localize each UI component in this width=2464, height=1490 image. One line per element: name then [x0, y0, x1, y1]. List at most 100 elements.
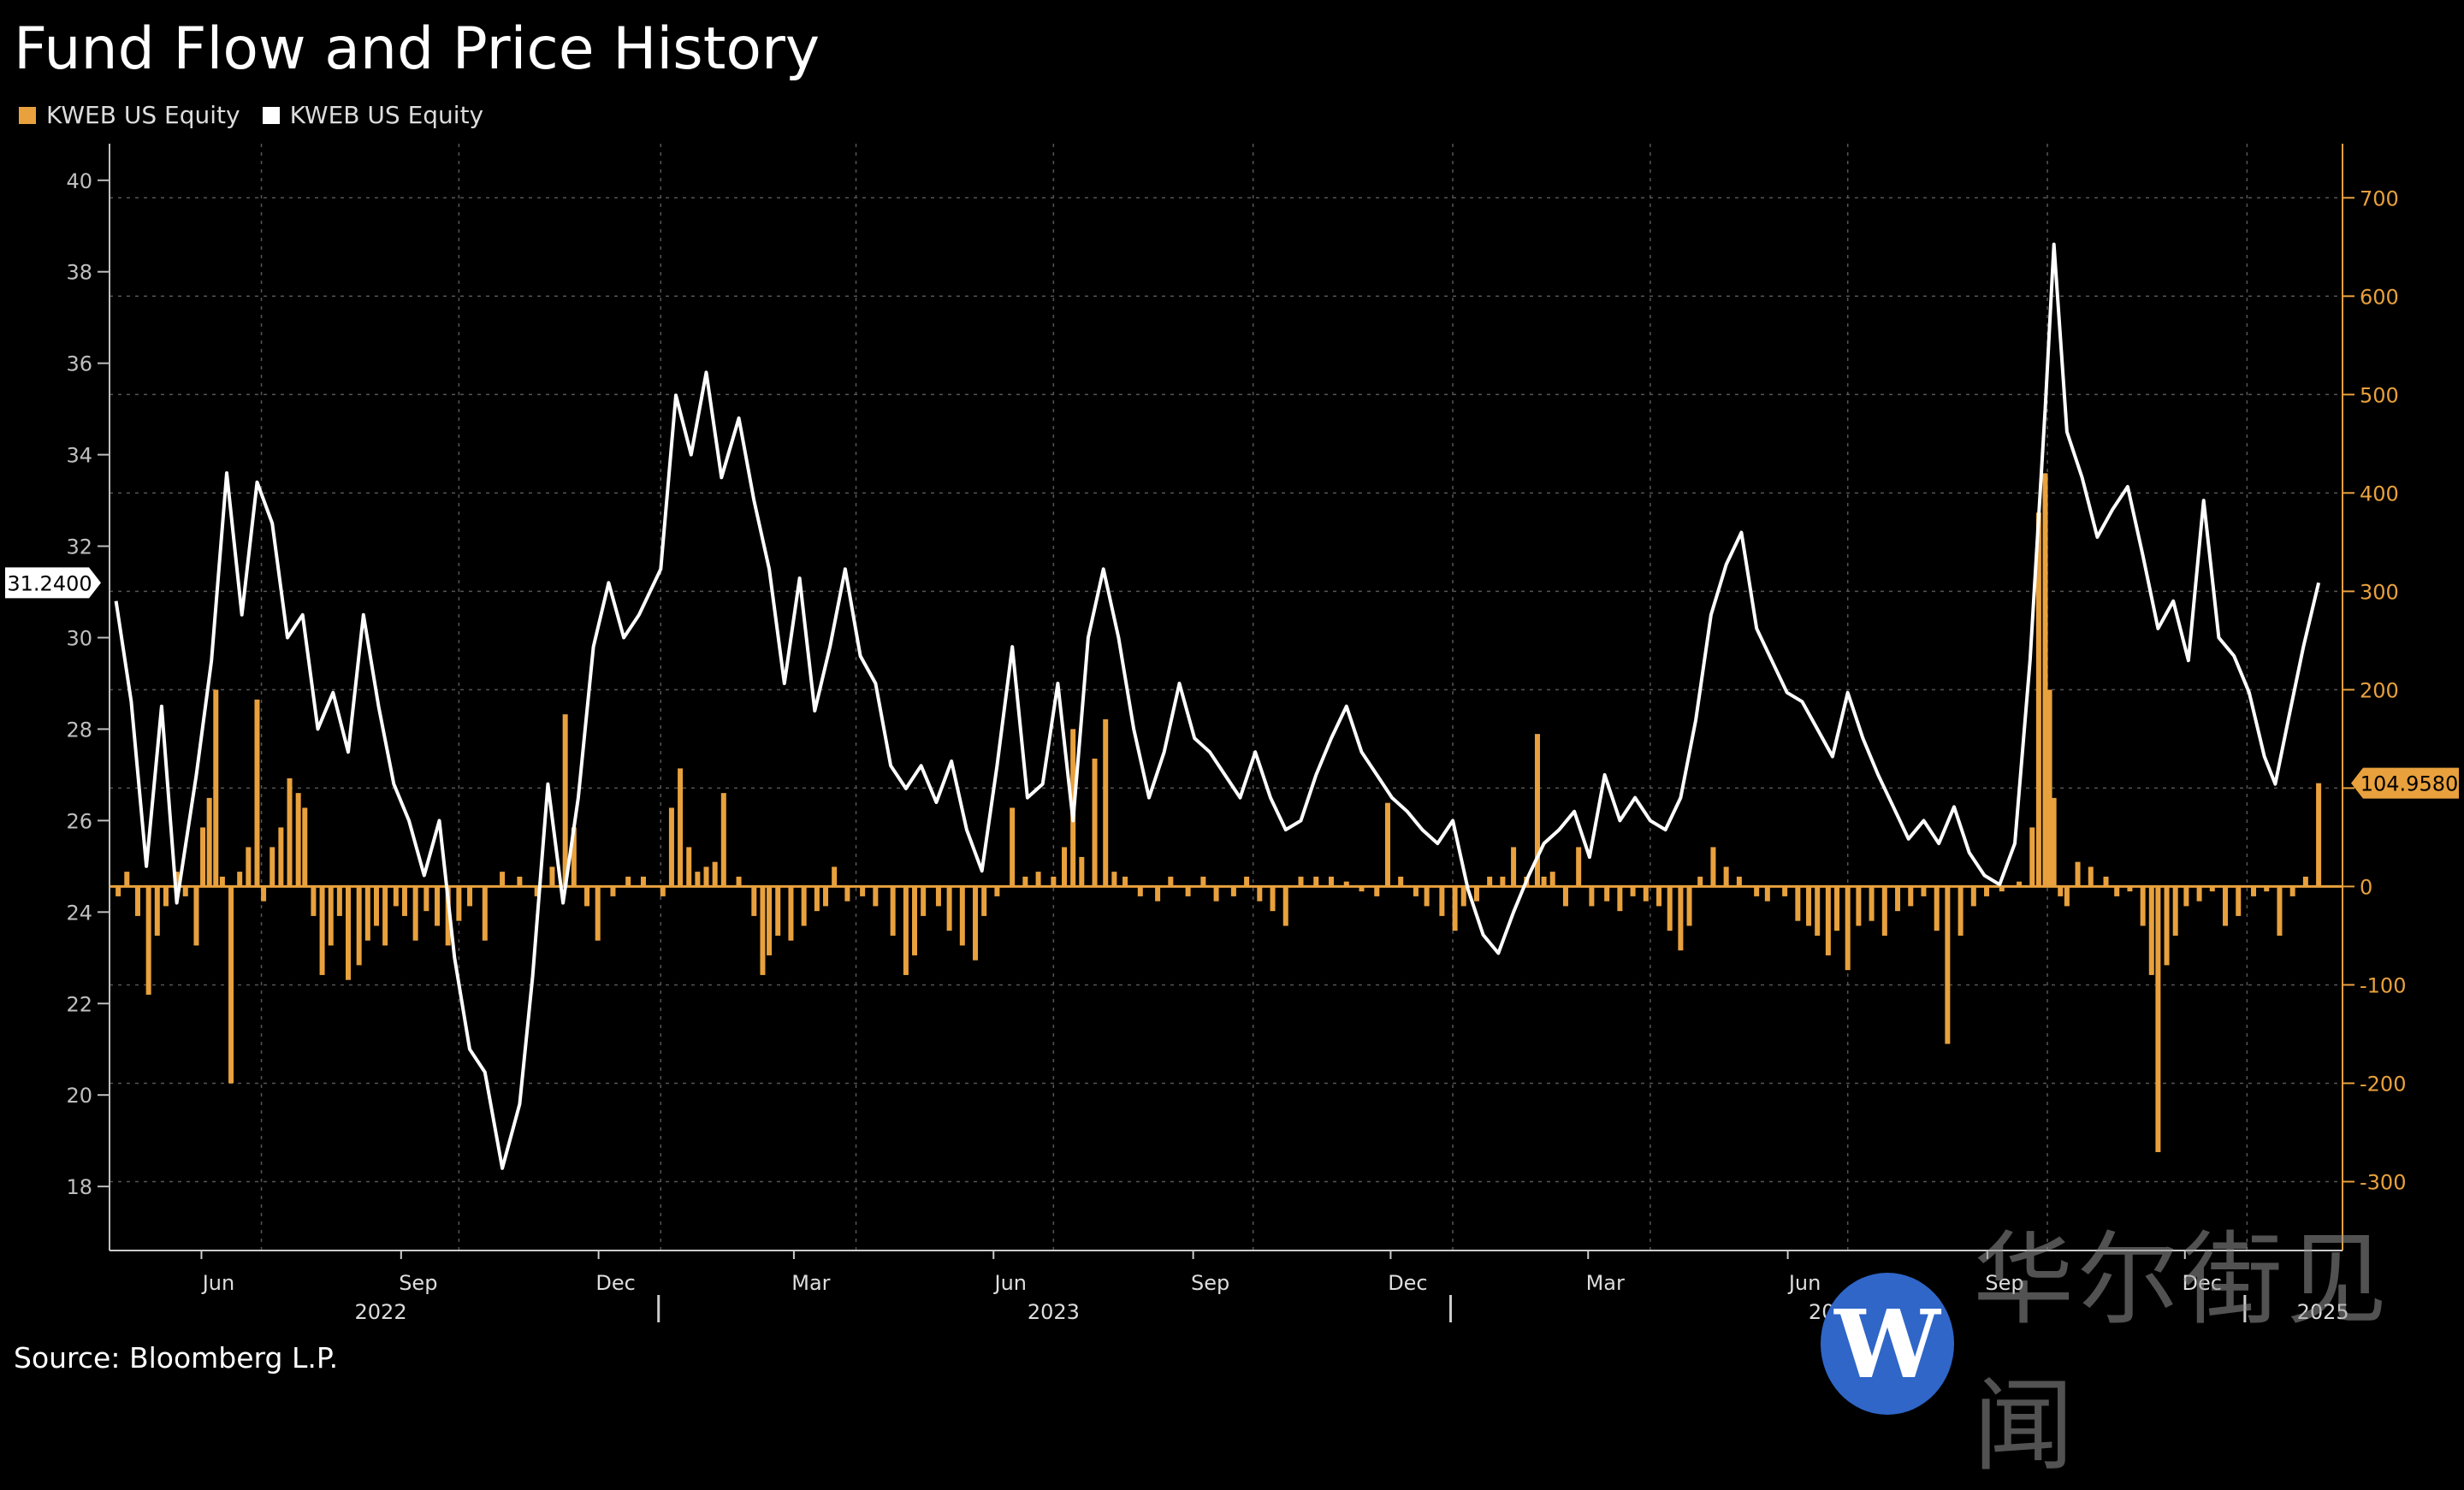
right-tick-label: 400 — [2360, 482, 2399, 506]
flow-bar — [382, 886, 388, 946]
flow-bar — [788, 886, 794, 941]
x-month-label: Sep — [1985, 1271, 2023, 1295]
flow-bar — [2035, 512, 2041, 887]
flow-bar — [549, 866, 555, 887]
x-month-label: Dec — [595, 1271, 635, 1295]
flow-bar — [873, 886, 879, 907]
flow-bar — [1168, 876, 1174, 887]
flow-bar — [2088, 866, 2094, 887]
legend: KWEB US Equity KWEB US Equity — [19, 101, 483, 129]
flow-bar — [1270, 886, 1276, 912]
right-tick-label: -300 — [2360, 1170, 2406, 1194]
flow-bar — [736, 876, 742, 887]
flow-bar — [424, 886, 429, 912]
flow-bar — [720, 793, 726, 887]
grid-layer — [110, 144, 2343, 1251]
flow-bar — [328, 886, 334, 946]
right-tick-label: -200 — [2360, 1072, 2406, 1096]
flow-bar — [445, 886, 451, 946]
flow-bar — [193, 886, 199, 946]
flow-bar — [981, 886, 987, 916]
flow-bar — [1257, 886, 1263, 902]
flow-bar — [200, 827, 206, 887]
flow-bar — [287, 778, 293, 887]
flow-bar — [2223, 886, 2229, 926]
x-year-label: 2022 — [355, 1300, 407, 1324]
flow-bar — [1667, 886, 1673, 931]
flow-bar — [1908, 886, 1914, 907]
flow-bar — [1921, 886, 1927, 896]
flow-bar — [500, 872, 506, 887]
flow-bar — [2183, 886, 2189, 907]
last-flow-badge — [2351, 767, 2459, 799]
left-tick-label: 28 — [66, 718, 92, 742]
flow-bar — [1051, 876, 1057, 887]
flow-bar — [1534, 734, 1540, 887]
flow-bar — [1549, 872, 1555, 887]
flow-bar — [1374, 886, 1380, 896]
left-tick-label: 38 — [66, 261, 92, 285]
flow-bar — [1359, 886, 1365, 892]
flow-bar — [228, 886, 234, 1084]
x-month-label: Jun — [201, 1271, 235, 1295]
flow-bar — [1092, 758, 1098, 887]
left-tick-label: 22 — [66, 992, 92, 1016]
watermark-text: 华尔街见闻 — [1973, 1221, 2391, 1485]
flow-bar — [1137, 886, 1143, 896]
last-price-badge — [5, 567, 101, 599]
flow-bar — [1736, 876, 1742, 887]
flow-bar — [1424, 886, 1430, 907]
flow-bar — [356, 886, 362, 966]
flow-bar — [2172, 886, 2178, 936]
right-tick-label: 200 — [2360, 678, 2399, 702]
flow-bar — [1782, 886, 1788, 896]
flow-bar — [182, 886, 188, 896]
flow-bar — [1958, 886, 1964, 936]
left-tick-label: 26 — [66, 809, 92, 833]
flow-bar — [1079, 856, 1085, 887]
flow-bar — [254, 699, 260, 887]
flow-bar — [1200, 876, 1206, 887]
flow-bar — [1710, 847, 1716, 887]
flow-bar — [1500, 876, 1506, 887]
flow-bar — [456, 886, 462, 921]
flow-bar — [712, 861, 718, 887]
flow-bar — [2103, 876, 2109, 887]
right-tick-label: 300 — [2360, 580, 2399, 604]
flow-bar — [959, 886, 965, 946]
x-month-label: Jun — [1787, 1271, 1821, 1295]
x-month-label: Mar — [791, 1271, 830, 1295]
flow-bar — [1815, 886, 1821, 936]
watermark-logo-icon: W — [1821, 1273, 1955, 1415]
watermark: W 华尔街见闻 — [1821, 1197, 2464, 1490]
x-month-label: Jun — [993, 1271, 1028, 1295]
x-month-label: Sep — [1191, 1271, 1229, 1295]
flow-bar — [1213, 886, 1219, 902]
left-tick-label: 36 — [66, 352, 92, 376]
flow-bar — [278, 827, 284, 887]
right-tick-label: 500 — [2360, 383, 2399, 407]
flow-bar — [1617, 886, 1623, 912]
flow-bar — [1795, 886, 1801, 921]
flow-bar — [2155, 886, 2161, 1152]
flow-bar — [2140, 886, 2146, 926]
flow-bar — [2046, 689, 2052, 887]
flow-bar — [2236, 886, 2242, 916]
flow-bar — [534, 886, 540, 896]
flow-bar — [946, 886, 952, 931]
flow-bar — [2302, 876, 2308, 887]
flow-bar — [595, 886, 601, 941]
flow-bar — [832, 866, 838, 887]
flow-bar — [1723, 866, 1729, 887]
flow-bar — [2316, 783, 2322, 887]
flow-bar — [2148, 886, 2154, 975]
left-tick-label: 24 — [66, 901, 92, 925]
flow-bar — [1656, 886, 1662, 907]
flow-bar — [2064, 886, 2070, 907]
flow-bar — [860, 886, 866, 896]
price-line — [114, 242, 2321, 1170]
legend-swatch-flow — [19, 106, 36, 124]
axes-layer: 182022242628303234363840-300-200-1000100… — [5, 144, 2459, 1324]
right-tick-label: 600 — [2360, 285, 2399, 309]
last-price-label: 31.2400 — [7, 571, 92, 595]
